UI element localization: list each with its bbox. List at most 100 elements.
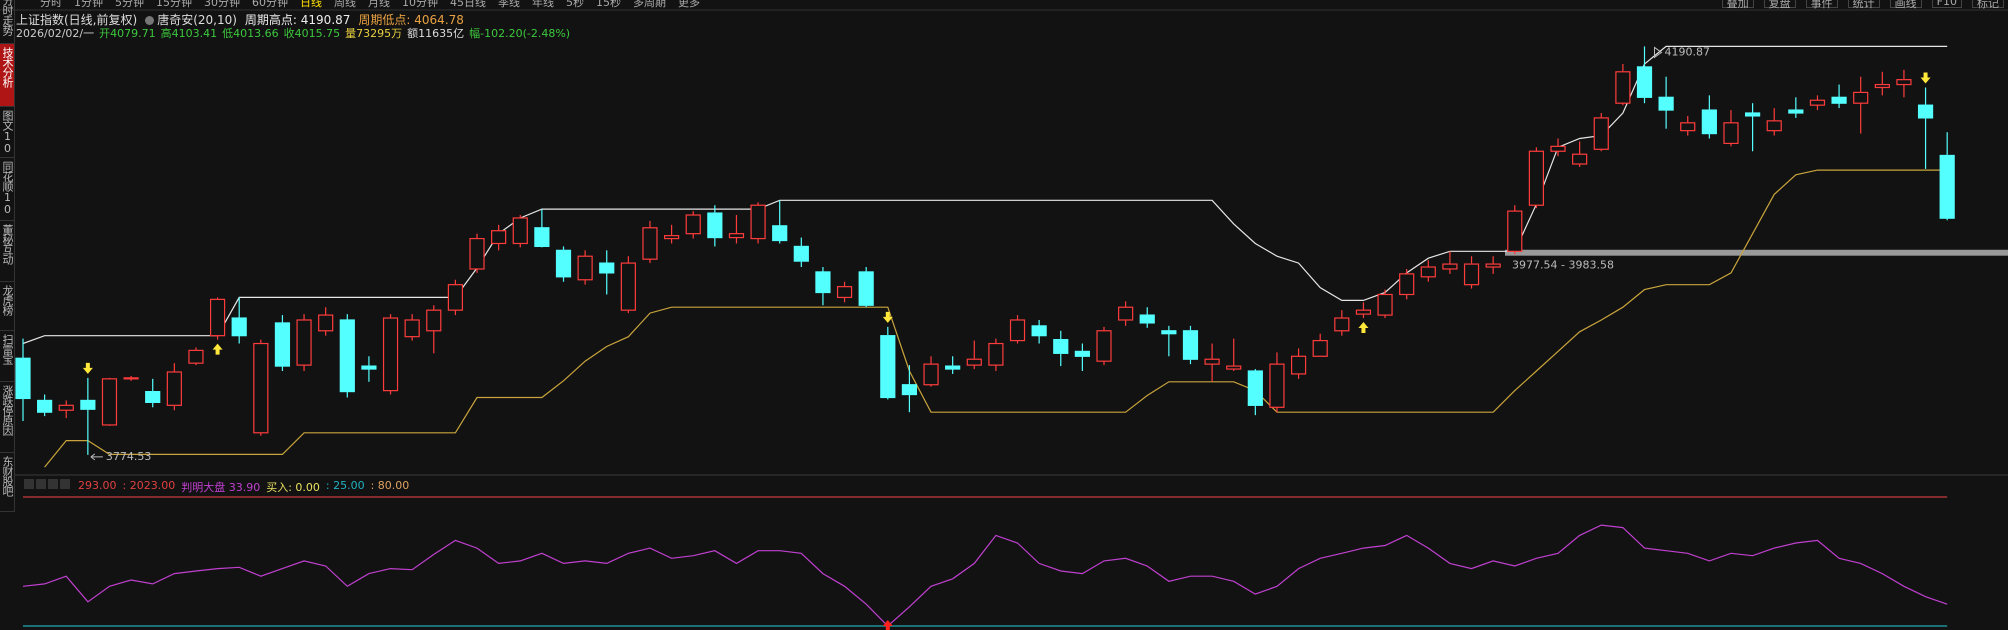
legend-item: : 80.00 [370,479,410,492]
candle-body [1355,309,1372,315]
candle-body [1615,71,1631,104]
candle-body [1053,339,1069,354]
sidebar-tab[interactable]: 图文10 [0,107,14,158]
indicator-name[interactable]: 唐奇安(20,10) [145,11,237,28]
candle-body [1874,83,1890,89]
close-value: 4015.75 [294,27,341,40]
period-tab[interactable]: 5秒 [566,0,584,9]
period-tab[interactable]: 1分钟 [74,0,103,9]
candle-body [642,227,658,260]
tool-button[interactable]: 画线 [1889,0,1922,10]
tool-button[interactable]: 复盘 [1763,0,1796,10]
icon[interactable] [48,479,58,489]
candle-body [1744,112,1761,117]
period-tab[interactable]: 季线 [498,0,520,9]
candle-body [1182,330,1199,360]
candle-body [988,342,1004,366]
legend-icons [24,479,72,495]
legend-item: 买入: 0.00 [266,481,320,494]
period-tab[interactable]: 月线 [368,0,390,9]
candle-body [382,317,399,392]
close-info: 收4015.75 [284,25,341,41]
candle-body [1118,306,1134,321]
candle-body [966,358,982,366]
candle-body [1290,355,1307,375]
candle-body [1701,109,1717,135]
icon[interactable] [60,479,70,489]
symbol-title: 上证指数(日线,前复权) [16,13,138,27]
high-value: 4103.41 [171,27,218,40]
period-tab[interactable]: 30分钟 [204,0,240,9]
candle-body [1853,91,1869,104]
channel-lower [44,169,1948,468]
candle-body [15,357,31,400]
period-tab[interactable]: 5分钟 [115,0,144,9]
period-tab[interactable]: 多周期 [633,0,666,9]
candle-body [1572,153,1588,165]
tool-toolbar: 叠加 复盘 事件 统计 画线 F10 标记 [1721,0,2004,10]
candle-body [1723,122,1739,145]
sidebar-tab[interactable]: 扫雷宝 [0,331,14,382]
candle-body [318,314,334,332]
icon[interactable] [24,479,34,489]
tool-button[interactable]: 标记 [1972,0,2004,10]
candle-body [469,237,485,270]
sidebar-tab[interactable]: 东财股吧 [0,453,14,512]
close-label: 收 [283,27,295,40]
legend-item: : 25.00 [325,479,365,492]
tool-button[interactable]: F10 [1931,0,1962,8]
low-label: 3774.53 [106,450,152,463]
candle-body [1896,79,1912,86]
price-zone-label: 3977.54 - 3983.58 [1512,259,1614,272]
sidebar-tab[interactable]: 龙虎榜 [0,282,14,331]
candle-body [80,399,96,410]
icon[interactable] [36,479,46,489]
candle-body [1658,96,1674,111]
period-tab[interactable]: 更多 [678,0,700,9]
candle-body [620,262,636,311]
candle-body [750,204,766,240]
candle-body [836,286,853,299]
sidebar-tab[interactable]: 同花顺10 [0,158,14,221]
candle-body [1788,109,1804,114]
candle-body [188,349,204,364]
candle-body [599,262,615,274]
candle-body [1226,365,1242,370]
sidebar-tab[interactable]: 董秘互动 [0,221,14,282]
sidebar-tab[interactable]: 技术分析 [0,44,14,107]
period-tab[interactable]: 60分钟 [252,0,288,9]
buy-signal [882,620,893,630]
candle-body [101,378,118,426]
candle-body [728,233,745,239]
tool-button[interactable]: 事件 [1805,0,1838,10]
candle-body [1312,339,1328,357]
price-zone [1505,249,2008,256]
sidebar-tab[interactable]: 涨跌停原因 [0,382,14,453]
candle-body [339,319,355,393]
period-tab[interactable]: 分时 [40,0,62,9]
candle-body [945,365,961,370]
candle-body [1139,314,1155,324]
tool-button[interactable]: 统计 [1847,0,1880,10]
period-tab[interactable]: 45日线 [450,0,486,9]
period-tab[interactable]: 周线 [334,0,356,9]
candle-body [145,390,161,403]
tool-button[interactable]: 叠加 [1721,0,1754,10]
quote-info: 2026/02/02/一 开4079.71 高4103.41 低4013.66 … [16,25,570,41]
buy-signal [1358,322,1369,334]
candle-body [1161,330,1177,335]
candle-body [1096,330,1112,362]
period-tab[interactable]: 15分钟 [156,0,192,9]
candle-body [58,404,74,411]
period-tab[interactable]: 10分钟 [402,0,438,9]
candle-body [404,319,420,338]
candle-body [166,371,182,406]
candle-body [231,317,247,337]
candle-body [577,255,593,281]
period-high-label: 周期高点: [244,13,297,27]
period-tab[interactable]: 15秒 [596,0,621,9]
sidebar-tab[interactable]: 分时走势 [0,0,14,44]
low-value: 4013.66 [233,27,279,40]
period-tab[interactable]: 日线 [300,0,322,9]
period-tab[interactable]: 年线 [532,0,554,9]
